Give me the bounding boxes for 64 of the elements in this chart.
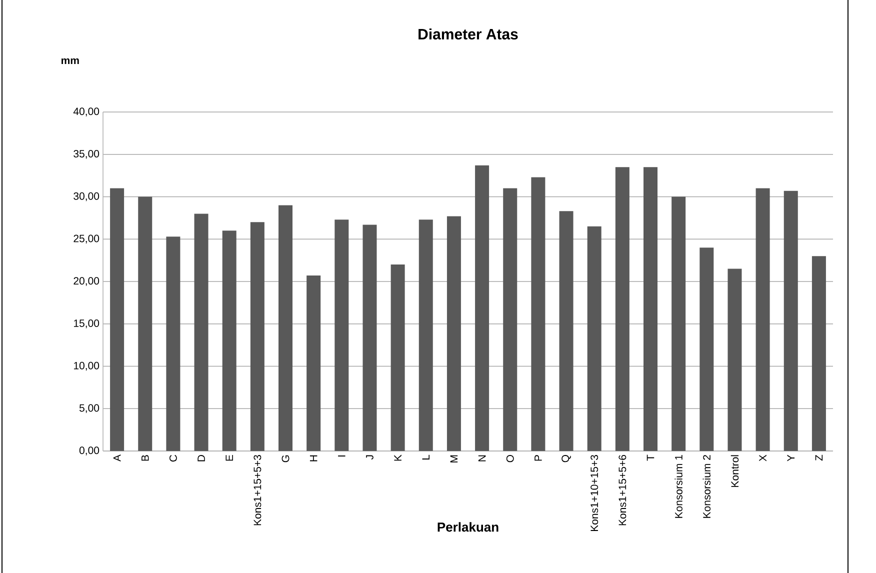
x-tick-label: Q <box>562 455 571 462</box>
x-tick-label: G <box>282 455 290 462</box>
x-tick-label: M <box>450 455 458 462</box>
x-axis-title: Perlakuan <box>438 522 498 532</box>
bar <box>700 248 714 451</box>
y-axis-title: mm <box>62 58 79 64</box>
y-tick-label: 20,00 <box>74 277 100 286</box>
y-tick-label: 25,00 <box>74 234 100 244</box>
x-tick-label: Kontrol <box>730 455 739 487</box>
bar <box>503 188 518 451</box>
x-tick-label: Kons1+15+5+6 <box>618 454 626 526</box>
x-tick-label: D <box>198 455 205 462</box>
x-tick-label: Kons1+10+15+3 <box>590 454 598 532</box>
x-tick-label: I <box>338 455 346 456</box>
x-tick-label: Konsorsium 1 <box>674 455 682 518</box>
bar <box>362 224 377 451</box>
bar <box>250 222 264 451</box>
bar <box>110 188 124 451</box>
bar <box>644 167 658 451</box>
bar <box>166 236 180 451</box>
x-tick-label: E <box>226 454 233 461</box>
bar <box>812 256 826 451</box>
x-tick-label: Konsorsium 2 <box>702 455 711 518</box>
bar <box>728 268 742 451</box>
bar <box>587 226 602 451</box>
bar <box>278 205 293 451</box>
x-tick-label: P <box>534 455 542 461</box>
y-tick-label: 40,00 <box>73 108 100 116</box>
x-tick-label: H <box>310 455 318 462</box>
bar <box>672 196 686 451</box>
bar <box>784 190 798 451</box>
x-tick-label: T <box>646 454 654 461</box>
x-tick-label: C <box>169 454 177 462</box>
x-tick-label: J <box>366 455 374 460</box>
bar <box>222 230 236 451</box>
x-tick-label: N <box>478 455 486 462</box>
bar <box>418 220 433 451</box>
x-tick-label: K <box>394 454 402 461</box>
x-tick-label: Y <box>787 454 794 462</box>
bar <box>334 220 349 451</box>
x-tick-label: B <box>142 455 149 461</box>
y-tick-label: 10,00 <box>74 362 100 371</box>
y-tick-label: 0,00 <box>79 446 100 456</box>
x-tick-label: O <box>506 455 514 462</box>
bar <box>390 264 405 451</box>
x-tick-label: A <box>113 454 121 462</box>
x-tick-label: Z <box>815 454 823 461</box>
bar <box>756 188 770 451</box>
chart-title: Diameter Atas <box>418 28 518 40</box>
y-tick-label: 30,00 <box>74 192 100 202</box>
bar <box>615 167 630 451</box>
bar <box>475 165 490 451</box>
bar <box>531 177 546 451</box>
bar <box>446 216 461 451</box>
y-tick-label: 5,00 <box>79 404 100 413</box>
y-tick-label: 35,00 <box>74 150 100 159</box>
x-tick-label: L <box>422 454 430 460</box>
x-tick-label: Kons1+15+5+3 <box>254 454 262 526</box>
bar <box>559 211 574 451</box>
bar <box>194 214 208 451</box>
y-tick-label: 15,00 <box>74 320 100 328</box>
bar <box>138 196 152 451</box>
bar <box>306 276 321 451</box>
x-tick-label: X <box>759 454 766 462</box>
